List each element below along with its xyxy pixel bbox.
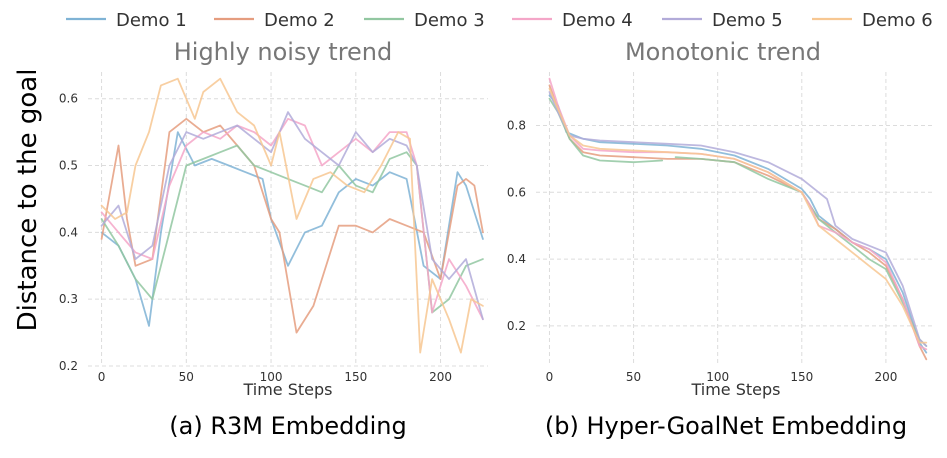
- x-tick-label: 50: [179, 370, 194, 384]
- x-tick-label: 150: [344, 370, 367, 384]
- series-line-demo-4: [100, 117, 484, 321]
- y-tick-label: 0.3: [59, 292, 78, 306]
- y-tick-label: 0.5: [59, 159, 78, 173]
- y-tick-label: 0.6: [59, 92, 78, 106]
- gridlines: [536, 72, 933, 366]
- x-tick-label: 50: [626, 370, 641, 384]
- panel-hyper-goalnet: Monotonic trend 0 50 100 150 200 0.2 0.4 0.6 0.8…: [507, 38, 933, 440]
- tick-labels: 0 50 100 150 200 0.2 0.4 0.6 0.8: [507, 118, 897, 384]
- y-tick-label: 0.6: [507, 185, 526, 199]
- series-line-demo-5: [100, 111, 484, 321]
- series-line-demo-6: [548, 87, 928, 344]
- panel-title: Highly noisy trend: [174, 38, 393, 66]
- legend-label: Demo 5: [712, 10, 783, 31]
- series-line-demo-2: [100, 117, 484, 334]
- legend-label: Demo 3: [414, 10, 485, 31]
- x-axis-label: Time Steps: [242, 380, 332, 399]
- y-tick-label: 0.2: [59, 359, 78, 373]
- series-line-demo-6: [100, 77, 484, 354]
- y-tick-label: 0.4: [59, 225, 78, 239]
- legend-label: Demo 6: [862, 10, 933, 31]
- series-lines: [100, 77, 484, 354]
- y-tick-label: 0.8: [507, 118, 526, 132]
- x-tick-label: 150: [790, 370, 813, 384]
- x-tick-label: 0: [546, 370, 554, 384]
- legend-label: Demo 2: [264, 10, 335, 31]
- panel-caption: (b) Hyper-GoalNet Embedding: [545, 412, 907, 440]
- y-axis-label: Distance to the goal: [13, 69, 43, 332]
- legend-label: Demo 4: [562, 10, 633, 31]
- series-line-demo-5: [548, 91, 928, 347]
- panel-title: Monotonic trend: [625, 38, 821, 66]
- legend-label: Demo 1: [116, 10, 187, 31]
- panel-caption: (a) R3M Embedding: [169, 412, 406, 440]
- y-tick-label: 0.4: [507, 252, 526, 266]
- x-tick-label: 200: [429, 370, 452, 384]
- panel-r3m: Highly noisy trend 0 50 100 150 200 0.2 0.3 0.4…: [59, 38, 488, 440]
- tick-labels: 0 50 100 150 200 0.2 0.3 0.4 0.5 0.6: [59, 92, 452, 384]
- x-axis-label: Time Steps: [690, 380, 780, 399]
- y-tick-label: 0.2: [507, 319, 526, 333]
- x-tick-label: 0: [98, 370, 106, 384]
- x-tick-label: 200: [874, 370, 897, 384]
- series-line-demo-1: [548, 94, 928, 354]
- x-tick-label: 100: [260, 370, 283, 384]
- series-line-demo-1: [100, 131, 484, 327]
- series-line-demo-2: [548, 84, 928, 361]
- x-tick-label: 100: [706, 370, 729, 384]
- series-line-demo-4: [548, 77, 928, 351]
- legend: Demo 1 Demo 2 Demo 3 Demo 4 Demo 5 Demo 6: [66, 10, 933, 31]
- series-line-demo-3: [674, 156, 928, 347]
- series-lines: [548, 77, 928, 361]
